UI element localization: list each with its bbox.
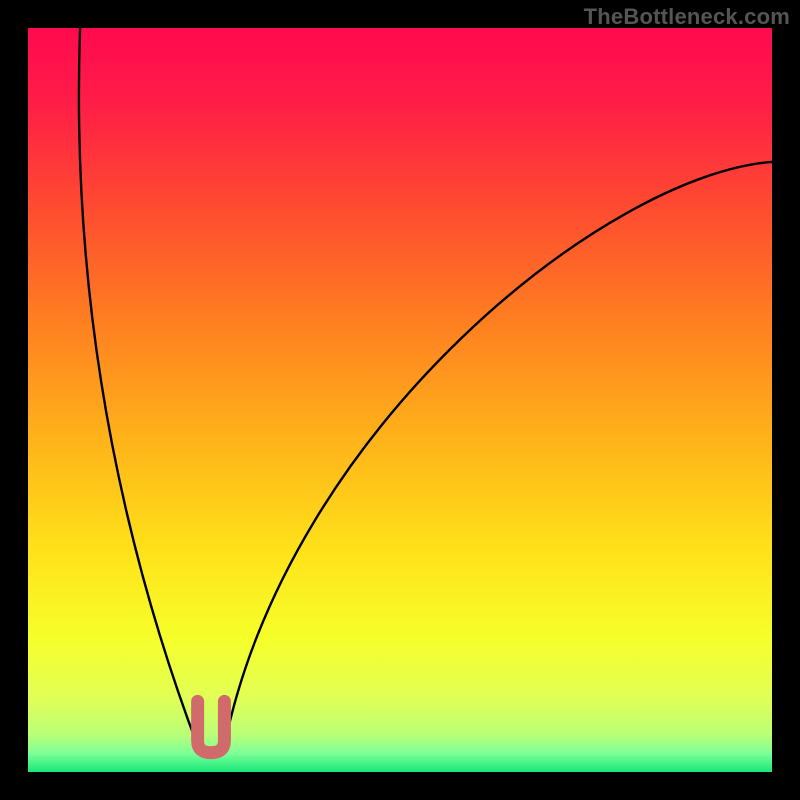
plot-background-gradient	[28, 28, 772, 772]
stage: TheBottleneck.com	[0, 0, 800, 800]
watermark-text: TheBottleneck.com	[584, 4, 790, 30]
bottleneck-chart	[0, 0, 800, 800]
